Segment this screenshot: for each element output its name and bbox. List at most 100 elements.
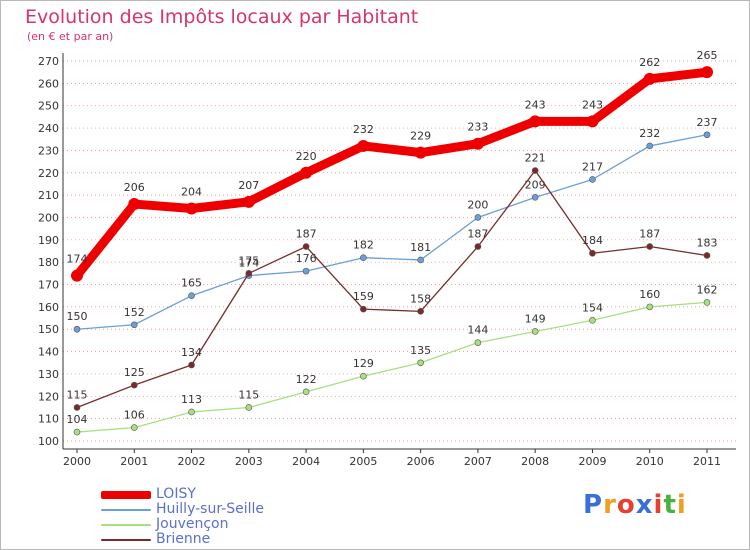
series-line-loisy [72, 67, 712, 281]
legend-label: Huilly-sur-Seille [156, 501, 265, 517]
x-tick-label: 2008 [521, 455, 549, 468]
x-tick-label: 2001 [120, 455, 148, 468]
data-label-jouven-on: 115 [238, 388, 259, 401]
logo-letter: i [653, 490, 664, 520]
point-loisy [414, 146, 427, 159]
point-jouven-on [245, 404, 253, 411]
point-loisy [71, 269, 83, 282]
data-label-loisy: 243 [582, 98, 603, 111]
data-label-loisy: 262 [639, 56, 660, 69]
data-label-brienne: 187 [639, 228, 660, 241]
point-loisy [300, 166, 313, 179]
data-label-brienne: 221 [525, 152, 546, 165]
data-label-loisy: 265 [697, 49, 718, 62]
point-jouven-on [360, 372, 367, 380]
point-loisy [643, 72, 656, 85]
data-label-loisy: 204 [181, 186, 202, 199]
point-brienne [188, 361, 195, 369]
point-huilly-sur-seille [360, 254, 367, 262]
data-label-jouven-on: 104 [67, 413, 88, 426]
y-tick-label: 110 [38, 413, 59, 426]
data-label-jouven-on: 160 [639, 288, 660, 301]
point-jouven-on [474, 339, 482, 346]
x-tick-label: 2004 [292, 455, 320, 468]
point-loisy [128, 198, 141, 211]
data-label-loisy: 174 [67, 253, 88, 266]
point-loisy [471, 137, 484, 150]
logo-letter: o [616, 490, 636, 520]
data-label-huilly-sur-seille: 165 [181, 277, 202, 290]
data-label-jouven-on: 135 [410, 344, 431, 357]
data-label-jouven-on: 113 [181, 393, 202, 406]
data-label-loisy: 229 [410, 130, 431, 143]
data-label-loisy: 207 [238, 179, 259, 192]
point-jouven-on [417, 359, 424, 367]
legend-swatch [101, 539, 151, 541]
y-tick-label: 180 [38, 256, 59, 269]
legend-swatch [101, 491, 151, 499]
data-label-loisy: 233 [467, 121, 488, 134]
x-tick-label: 2011 [693, 455, 721, 468]
legend-label: Brienne [156, 531, 211, 547]
point-brienne [531, 167, 539, 174]
logo-letter: r [603, 490, 617, 520]
data-label-huilly-sur-seille: 237 [697, 116, 718, 129]
data-label-loisy: 206 [124, 181, 145, 194]
point-loisy [701, 66, 713, 79]
data-label-brienne: 134 [181, 346, 202, 359]
point-brienne [417, 308, 424, 315]
point-brienne [646, 243, 654, 250]
data-label-brienne: 175 [238, 254, 259, 267]
data-label-jouven-on: 162 [697, 283, 718, 296]
data-label-huilly-sur-seille: 217 [582, 160, 603, 173]
point-huilly-sur-seille [474, 214, 482, 221]
y-tick-label: 270 [38, 55, 59, 68]
point-brienne [360, 305, 367, 313]
x-tick-label: 2010 [636, 455, 664, 468]
point-jouven-on [73, 428, 81, 436]
y-tick-label: 120 [38, 390, 59, 403]
data-label-huilly-sur-seille: 200 [467, 198, 488, 211]
point-jouven-on [531, 328, 539, 335]
data-label-jouven-on: 122 [296, 373, 317, 386]
data-label-brienne: 184 [582, 234, 603, 247]
legend-swatch [101, 524, 151, 526]
x-tick-label: 2006 [407, 455, 435, 468]
legend-label: LOISY [156, 486, 196, 502]
chart-subtitle: (en € et par an) [27, 30, 114, 43]
y-tick-label: 100 [38, 435, 59, 448]
logo-letter: t [663, 490, 677, 520]
point-huilly-sur-seille [130, 321, 138, 329]
point-jouven-on [302, 388, 310, 396]
point-huilly-sur-seille [531, 194, 539, 201]
point-huilly-sur-seille [589, 176, 596, 183]
data-label-brienne: 187 [296, 228, 317, 241]
data-label-brienne: 183 [697, 236, 718, 249]
y-tick-label: 260 [38, 77, 59, 90]
point-huilly-sur-seille [417, 256, 424, 264]
data-label-huilly-sur-seille: 182 [353, 239, 374, 252]
data-label-jouven-on: 144 [467, 324, 488, 337]
x-tick-label: 2003 [235, 455, 263, 468]
data-label-huilly-sur-seille: 232 [639, 127, 660, 140]
data-label-brienne: 125 [124, 366, 145, 379]
point-loisy [586, 115, 599, 128]
point-jouven-on [646, 303, 654, 311]
legend-swatch [101, 509, 151, 511]
point-brienne [589, 249, 596, 257]
data-label-loisy: 220 [296, 150, 317, 163]
x-tick-label: 2007 [464, 455, 492, 468]
y-tick-label: 150 [38, 323, 59, 336]
point-brienne [73, 404, 81, 411]
y-tick-label: 130 [38, 368, 59, 381]
point-brienne [130, 381, 138, 389]
point-jouven-on [188, 408, 195, 416]
point-brienne [245, 270, 253, 277]
y-tick-label: 190 [38, 234, 59, 247]
data-label-brienne: 158 [410, 292, 431, 305]
point-jouven-on [589, 316, 596, 324]
y-tick-label: 160 [38, 301, 59, 314]
chart-title: Evolution des Impôts locaux par Habitant [25, 6, 419, 28]
